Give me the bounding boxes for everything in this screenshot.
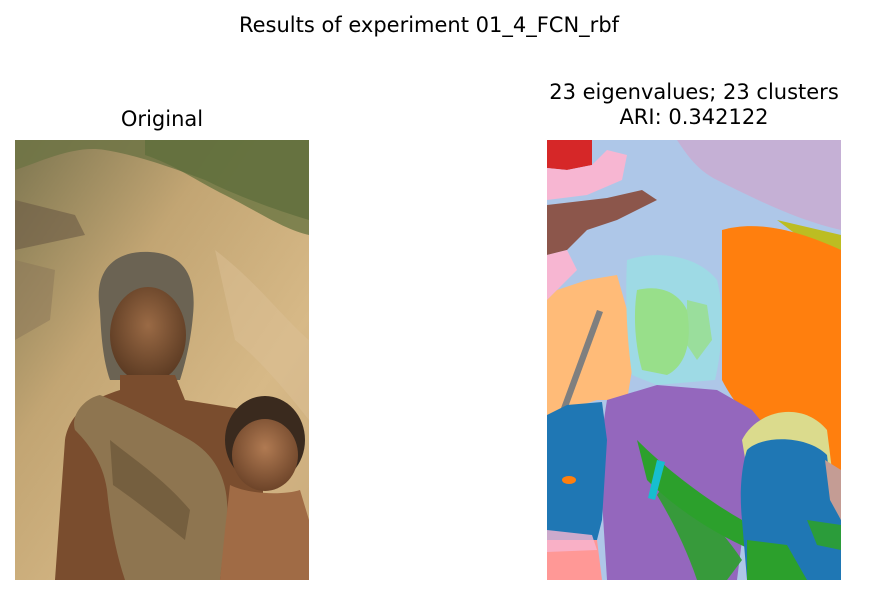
original-panel-title: Original: [120, 107, 204, 131]
segmentation-title-line-2: ARI: 0.342122: [619, 105, 769, 129]
original-image: [15, 140, 309, 580]
segmentation-image: [547, 140, 841, 580]
segmentation-title-line-1: 23 eigenvalues; 23 clusters: [549, 80, 839, 104]
segmentation-panel-title: 23 eigenvalues; 23 clusters ARI: 0.34212…: [487, 80, 881, 130]
figure-title: Results of experiment 01_4_FCN_rbf: [238, 13, 620, 37]
